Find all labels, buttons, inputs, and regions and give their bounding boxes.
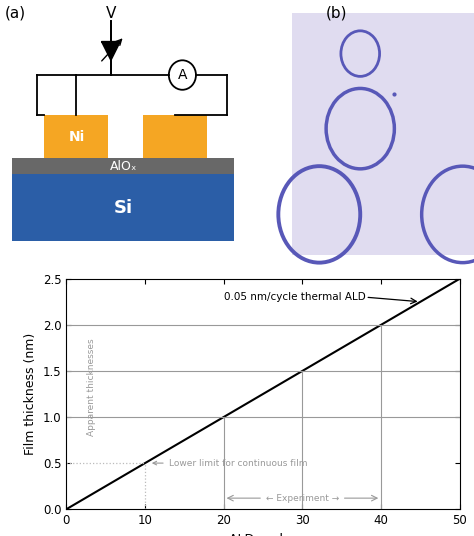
Text: 0.05 nm/cycle thermal ALD: 0.05 nm/cycle thermal ALD (224, 292, 365, 302)
X-axis label: ALD cycles: ALD cycles (229, 533, 297, 536)
Polygon shape (101, 42, 120, 60)
Text: V: V (106, 6, 116, 21)
Text: Apparent thicknesses: Apparent thicknesses (87, 339, 96, 436)
Text: Lower limit for continuous film: Lower limit for continuous film (153, 459, 307, 467)
Text: Ni: Ni (68, 130, 84, 144)
Text: (b): (b) (326, 5, 347, 20)
Bar (143, 115, 207, 158)
Bar (12, 158, 234, 174)
Y-axis label: Film thickness (nm): Film thickness (nm) (24, 333, 37, 455)
Text: A: A (178, 68, 187, 82)
Text: (a): (a) (5, 5, 26, 20)
Bar (12, 174, 234, 241)
Bar (45, 115, 109, 158)
Bar (292, 13, 474, 255)
Text: Si: Si (114, 199, 133, 217)
Text: AlOₓ: AlOₓ (109, 160, 137, 173)
Text: ← Experiment →: ← Experiment → (266, 494, 339, 503)
